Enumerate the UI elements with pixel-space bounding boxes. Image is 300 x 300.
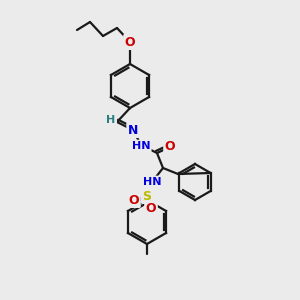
Text: O: O: [146, 202, 156, 215]
Text: H: H: [106, 115, 116, 125]
Text: O: O: [129, 194, 139, 206]
Text: HN: HN: [132, 141, 150, 151]
Text: S: S: [142, 190, 152, 202]
Text: HN: HN: [143, 177, 161, 187]
Text: O: O: [165, 140, 175, 154]
Text: N: N: [128, 124, 138, 136]
Text: O: O: [125, 35, 135, 49]
